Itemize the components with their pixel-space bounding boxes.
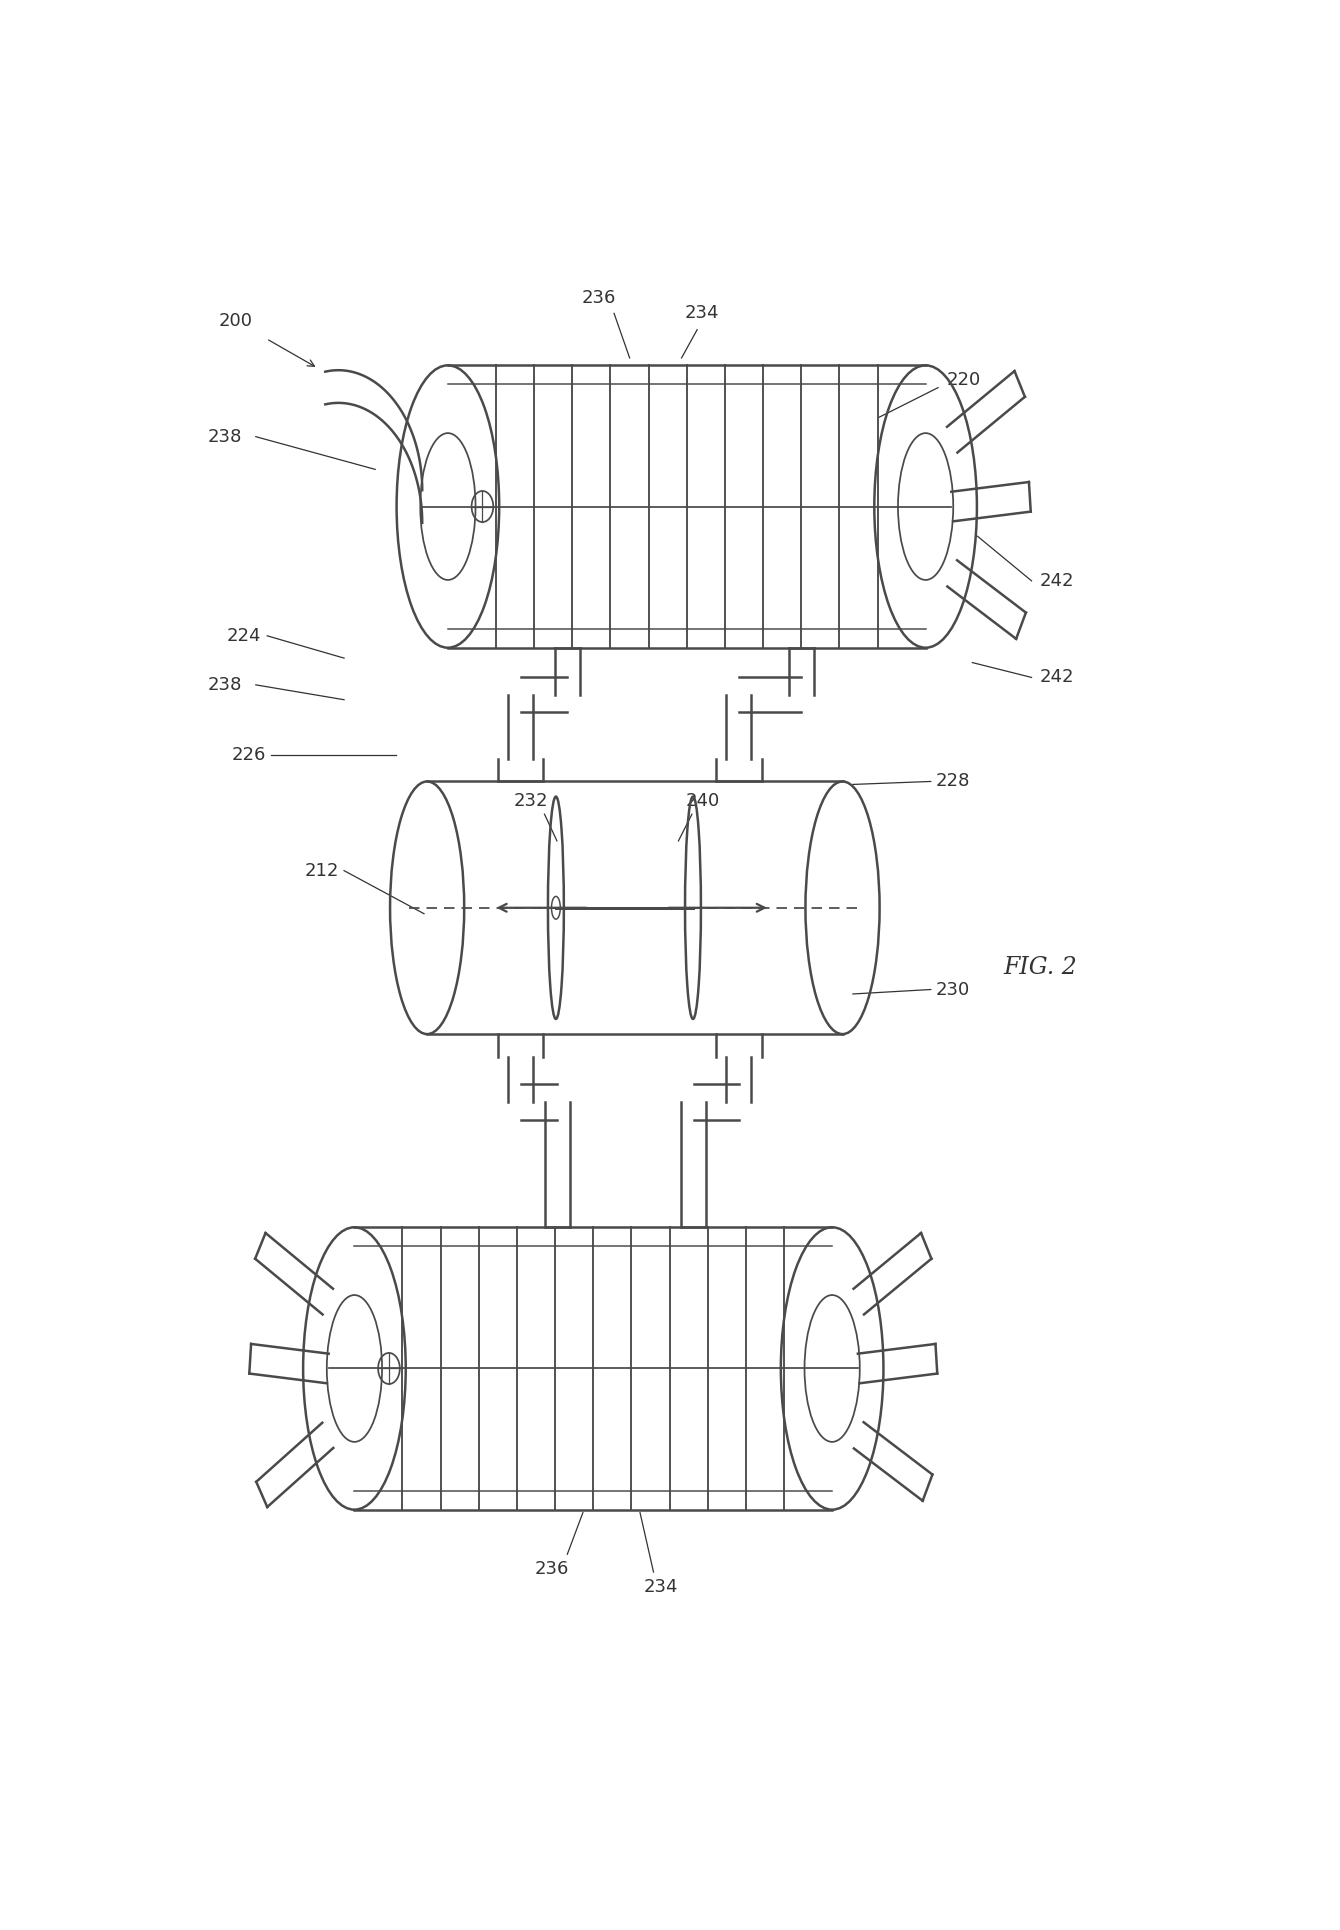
Text: 200: 200 [218,313,253,330]
FancyArrowPatch shape [268,340,315,367]
Text: 238: 238 [208,676,243,695]
Text: 234: 234 [685,305,720,322]
Text: FIG. 2: FIG. 2 [1002,955,1077,979]
Text: 220: 220 [946,371,981,390]
Text: 238: 238 [208,428,243,446]
Text: 232: 232 [513,791,548,811]
Text: 224: 224 [226,627,261,645]
Text: 228: 228 [935,772,970,791]
Text: 230: 230 [935,980,970,998]
Text: 236: 236 [535,1559,570,1579]
Text: 234: 234 [643,1579,678,1596]
Text: 212: 212 [304,861,339,880]
Text: 236: 236 [582,290,615,307]
Text: 226: 226 [232,745,267,764]
Text: 242: 242 [1040,668,1075,687]
Text: 240: 240 [685,791,720,811]
Text: 242: 242 [1040,571,1075,591]
